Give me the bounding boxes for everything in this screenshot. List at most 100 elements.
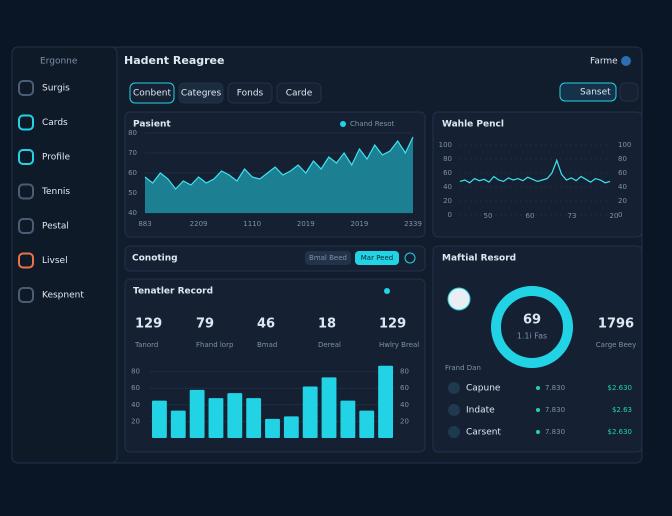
y-tick-label: 0 xyxy=(448,211,452,219)
donut-value: 69 xyxy=(523,313,541,328)
y-tick-label: 0 xyxy=(618,211,622,219)
icon xyxy=(404,252,416,264)
row-amount: $2.630 xyxy=(608,384,633,392)
avatar xyxy=(621,56,631,66)
donut-title: Maftial Resord xyxy=(442,254,516,264)
sidebar-label: Surgis xyxy=(42,84,70,94)
row-dot xyxy=(536,430,540,434)
settings-button[interactable] xyxy=(619,82,639,102)
bar xyxy=(265,418,280,438)
sidebar-icon xyxy=(18,287,34,303)
y-tick-label: 60 xyxy=(128,169,137,177)
button-label: Mar Peed xyxy=(361,254,393,262)
bar xyxy=(227,393,243,438)
x-tick-label: 50 xyxy=(484,212,493,220)
sidebar-items: Surgis Cards Profile Tennis Pestal Livsel Kesp… xyxy=(18,80,84,303)
sidebar-icon xyxy=(18,80,34,96)
row-icon xyxy=(448,404,460,416)
sidebar xyxy=(11,46,118,464)
bar xyxy=(340,400,356,438)
sidebar-label: Profile xyxy=(42,153,70,163)
button-label: Bmal Beed xyxy=(309,254,347,262)
row-amount: $2.630 xyxy=(608,428,633,436)
stat-value: 129 xyxy=(135,317,162,332)
x-tick-label: 2019 xyxy=(350,220,368,228)
stat-value: 129 xyxy=(379,317,406,332)
y-tick-label: 40 xyxy=(131,401,140,409)
row-dot xyxy=(536,386,540,390)
tab[interactable] xyxy=(129,82,175,104)
tab-label: Categres xyxy=(181,89,222,99)
legend-dot xyxy=(340,121,346,127)
y-tick-label: 80 xyxy=(618,155,627,163)
y-tick-label: 60 xyxy=(131,384,140,392)
row-dot xyxy=(536,408,540,412)
bar xyxy=(189,389,205,438)
bar xyxy=(378,365,393,438)
x-tick-label: 20 xyxy=(610,212,619,220)
y-tick-label: 20 xyxy=(443,197,452,205)
legend-dot xyxy=(384,288,390,294)
tab-label: Fonds xyxy=(237,89,264,99)
x-tick-label: 2339 xyxy=(404,220,422,228)
row-icon xyxy=(448,426,460,438)
tab-label: Conbent xyxy=(133,89,171,99)
bar xyxy=(302,386,318,438)
button[interactable] xyxy=(305,251,351,265)
bar xyxy=(321,377,337,438)
stat-label: Tanord xyxy=(134,341,158,349)
stat-value: 18 xyxy=(318,317,336,332)
profile-avatar xyxy=(447,287,471,311)
button[interactable] xyxy=(355,251,399,265)
row-name: Carsent xyxy=(466,428,501,438)
list-title: Frand Dan xyxy=(445,364,481,372)
tab[interactable] xyxy=(227,82,273,104)
tab-label: Carde xyxy=(286,89,313,99)
line xyxy=(459,158,611,184)
x-tick-label: 2209 xyxy=(190,220,208,228)
y-tick-label: 80 xyxy=(131,368,140,376)
user-name: Farme xyxy=(590,57,618,67)
tabs: Conbent Categres Fonds Carde xyxy=(129,82,322,104)
sidebar-title: Ergonne xyxy=(40,57,78,67)
tab[interactable] xyxy=(178,82,224,104)
side-value: 1796 xyxy=(598,317,634,332)
x-tick-label: 60 xyxy=(526,212,535,220)
sidebar-icon xyxy=(18,149,34,165)
coding-panel xyxy=(124,245,426,272)
y-tick-label: 20 xyxy=(400,417,409,425)
row-icon xyxy=(448,382,460,394)
y-tick-label: 50 xyxy=(128,189,137,197)
y-tick-label: 20 xyxy=(618,197,627,205)
sidebar-icon xyxy=(18,252,34,269)
x-tick-label: 2019 xyxy=(297,220,315,228)
coding-title: Conoting xyxy=(132,254,178,264)
search-button[interactable] xyxy=(559,82,617,102)
area-line xyxy=(144,136,414,190)
y-tick-label: 70 xyxy=(128,149,137,157)
stat-label: Bmad xyxy=(257,341,277,349)
sidebar-label: Kespnent xyxy=(42,291,84,301)
bar xyxy=(152,400,167,438)
tab[interactable] xyxy=(276,82,322,104)
x-tick-label: 1110 xyxy=(243,220,261,228)
sidebar-label: Tennis xyxy=(41,187,70,197)
search-label: Sanset xyxy=(580,88,611,98)
y-tick-label: 40 xyxy=(128,209,137,217)
y-tick-label: 60 xyxy=(618,169,627,177)
row-amount: $2.63 xyxy=(612,406,632,414)
stat-value: 79 xyxy=(196,317,214,332)
y-tick-label: 80 xyxy=(400,368,409,376)
y-tick-label: 100 xyxy=(439,141,452,149)
sidebar-icon xyxy=(18,114,34,131)
donut-panel xyxy=(432,245,643,453)
stat-value: 46 xyxy=(257,317,275,332)
sidebar-label: Cards xyxy=(42,118,68,128)
sidebar-label: Pestal xyxy=(42,222,69,232)
header-title: Hadent Reagree xyxy=(124,54,224,67)
stat-label: Fhand lorp xyxy=(196,341,234,349)
area-title: Pasient xyxy=(133,120,171,130)
row-count: 7.830 xyxy=(545,428,565,436)
